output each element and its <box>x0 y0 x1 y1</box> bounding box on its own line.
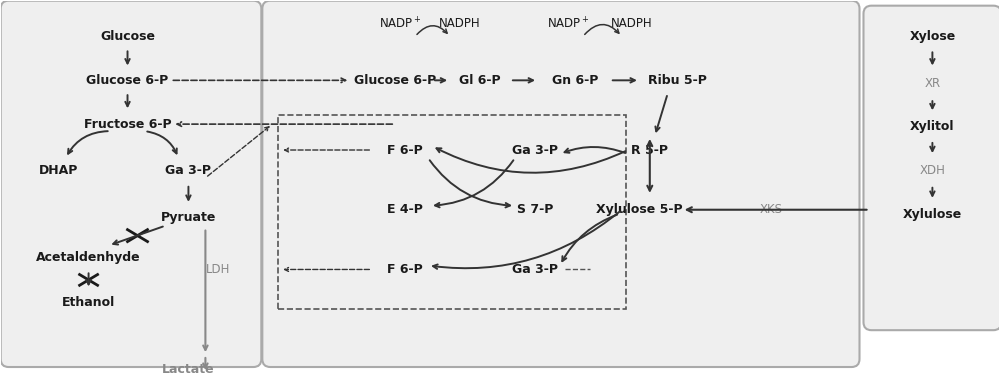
Text: Xylose: Xylose <box>909 30 956 43</box>
Text: DHAP: DHAP <box>39 164 78 177</box>
FancyBboxPatch shape <box>262 1 860 367</box>
Text: LDH: LDH <box>206 263 231 276</box>
Text: Pyruate: Pyruate <box>161 211 216 224</box>
Text: Xylitol: Xylitol <box>910 119 955 133</box>
Text: Ga 3-P: Ga 3-P <box>512 144 558 156</box>
Text: XKS: XKS <box>760 203 783 216</box>
Text: F 6-P: F 6-P <box>387 263 423 276</box>
Text: F 6-P: F 6-P <box>387 144 423 156</box>
Text: Lactate: Lactate <box>162 363 215 375</box>
Text: R 5-P: R 5-P <box>631 144 668 156</box>
Text: NADP$^+$: NADP$^+$ <box>547 16 589 31</box>
Text: Glucose 6-P: Glucose 6-P <box>354 74 436 87</box>
Text: Gl 6-P: Gl 6-P <box>459 74 501 87</box>
Text: Gn 6-P: Gn 6-P <box>552 74 598 87</box>
FancyBboxPatch shape <box>1 1 261 367</box>
Text: XDH: XDH <box>919 164 945 177</box>
Text: NADPH: NADPH <box>611 17 653 30</box>
Text: Fructose 6-P: Fructose 6-P <box>84 118 171 131</box>
Text: E 4-P: E 4-P <box>387 203 423 216</box>
Text: Ethanol: Ethanol <box>62 296 115 309</box>
FancyBboxPatch shape <box>863 6 1000 330</box>
Text: Ga 3-P: Ga 3-P <box>165 164 211 177</box>
Text: XR: XR <box>924 77 940 90</box>
Text: Glucose 6-P: Glucose 6-P <box>86 74 169 87</box>
Text: Glucose: Glucose <box>100 30 155 43</box>
Text: NADP$^+$: NADP$^+$ <box>379 16 421 31</box>
Text: NADPH: NADPH <box>439 17 481 30</box>
Text: S 7-P: S 7-P <box>517 203 553 216</box>
Text: Ribu 5-P: Ribu 5-P <box>648 74 707 87</box>
Text: Xylulose 5-P: Xylulose 5-P <box>596 203 683 216</box>
Text: Acetaldenhyde: Acetaldenhyde <box>36 251 141 264</box>
Text: Xylulose: Xylulose <box>903 208 962 221</box>
Text: Ga 3-P: Ga 3-P <box>512 263 558 276</box>
Bar <box>278 115 626 309</box>
